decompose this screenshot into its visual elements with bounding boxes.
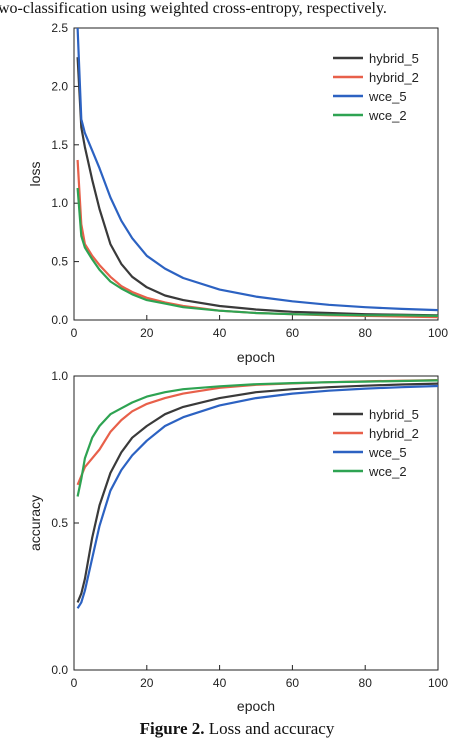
y-axis-label: accuracy [27,495,43,551]
x-tick-label: 40 [213,326,227,340]
series-line-hybrid-5 [76,57,438,317]
y-tick-label: 1.0 [51,369,68,383]
y-tick-label: 1.0 [51,196,68,210]
series-line-wce-2 [76,379,438,497]
y-tick-label: 1.5 [51,138,68,152]
y-tick-label: 2.5 [51,21,68,35]
x-tick-label: 0 [71,326,78,340]
plot-frame [73,27,439,321]
x-tick-label: 20 [140,326,154,340]
legend-label: hybrid_2 [369,70,419,85]
x-tick-label: 0 [71,676,78,690]
x-tick-label: 60 [286,326,300,340]
y-tick-label: 0.5 [51,255,68,269]
series-line-hybrid-5 [76,382,438,603]
accuracy-chart: 0 20 40 60 80 100 0.0 0.5 1.0 epoch accuracy hybrid… [27,369,448,714]
legend-label: wce_5 [368,445,407,460]
x-tick-label: 20 [140,676,154,690]
figure-label: Figure 2. [139,719,205,738]
series-line-wce-5 [76,384,438,609]
top-caption-text: wo-classification using weighted cross-e… [0,0,387,17]
loss-chart: 0 20 40 60 80 100 0.0 0.5 1.0 1.5 2.0 2.5 epoch loss h… [27,21,448,365]
legend-label: hybrid_5 [369,407,419,422]
legend-label: wce_2 [368,464,407,479]
y-tick-label: 2.0 [51,79,68,93]
legend-label: hybrid_2 [369,426,419,441]
x-tick-label: 100 [428,326,448,340]
x-axis-label: epoch [237,349,275,365]
y-axis-label: loss [27,162,43,187]
legend-label: hybrid_5 [369,51,419,66]
series-line-wce-5 [76,28,438,312]
legend-label: wce_5 [368,89,407,104]
figure-title: Loss and accuracy [208,719,335,738]
top-caption: wo-classification using weighted cross-e… [0,0,474,22]
series-line-wce-2 [76,187,438,317]
figure-caption: Figure 2. Loss and accuracy [0,718,474,741]
y-tick-label: 0.0 [51,663,68,677]
x-tick-label: 80 [359,326,373,340]
x-tick-label: 100 [428,676,448,690]
x-axis-label: epoch [237,698,275,714]
x-tick-label: 60 [286,676,300,690]
legend-label: wce_2 [368,108,407,123]
y-tick-label: 0.5 [51,516,68,530]
y-tick-label: 0.0 [51,313,68,327]
x-tick-label: 80 [359,676,373,690]
x-tick-label: 40 [213,676,227,690]
